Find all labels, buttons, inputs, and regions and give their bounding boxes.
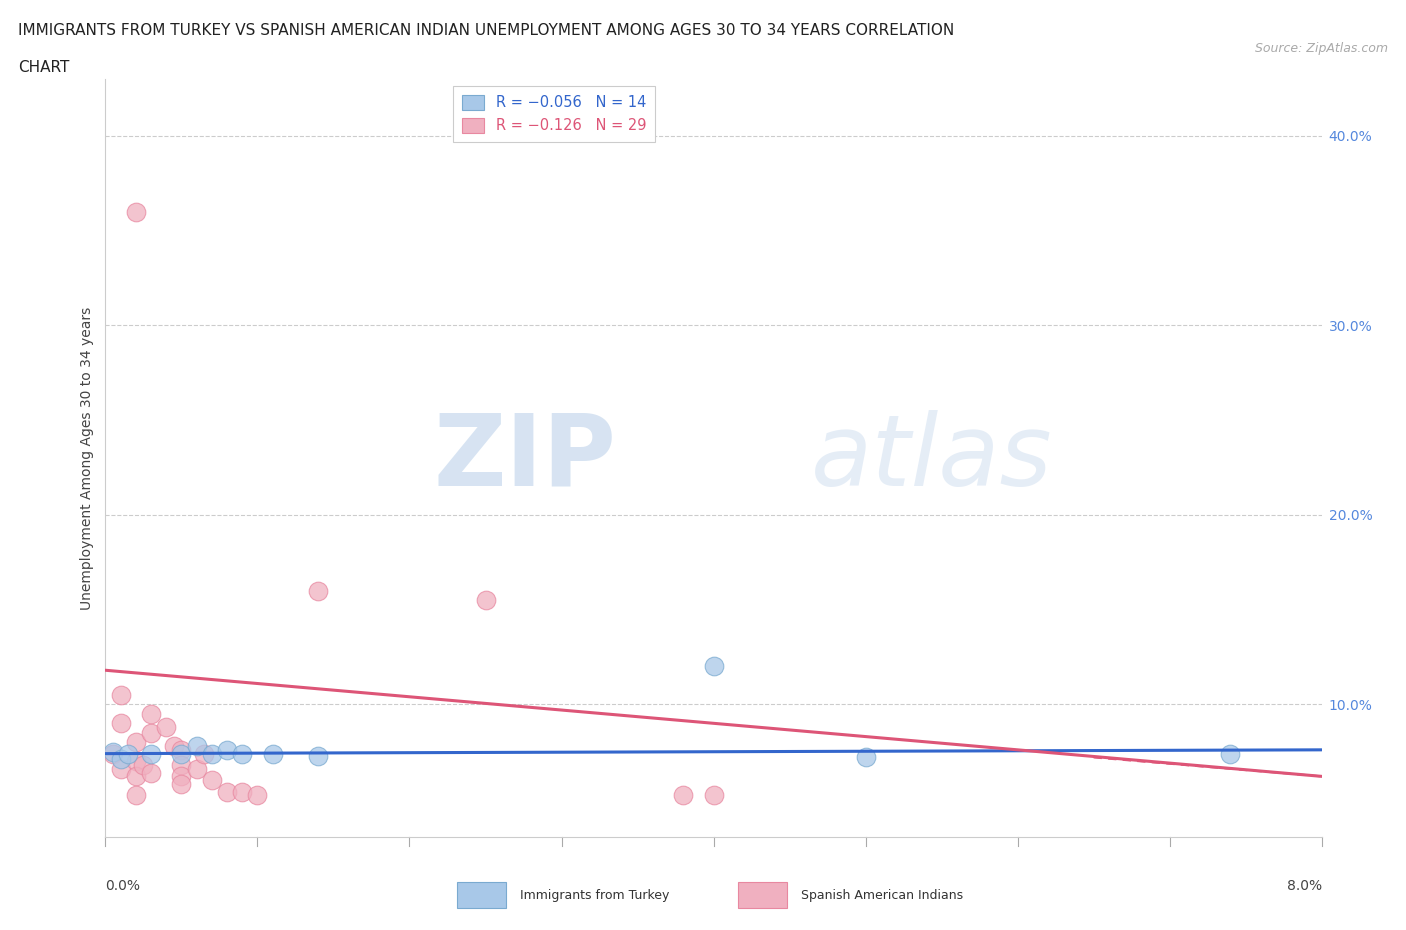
Point bbox=[125, 769, 148, 784]
Point bbox=[307, 583, 329, 598]
Point bbox=[170, 769, 193, 784]
Text: Immigrants from Turkey: Immigrants from Turkey bbox=[520, 889, 669, 901]
Point bbox=[139, 746, 162, 761]
FancyBboxPatch shape bbox=[738, 883, 787, 908]
Point bbox=[201, 773, 224, 788]
Y-axis label: Unemployment Among Ages 30 to 34 years: Unemployment Among Ages 30 to 34 years bbox=[80, 306, 94, 610]
Point bbox=[1219, 746, 1241, 761]
Text: ZIP: ZIP bbox=[433, 409, 616, 507]
Point bbox=[186, 738, 208, 753]
Point bbox=[193, 746, 215, 761]
Point bbox=[110, 716, 132, 731]
Point bbox=[474, 592, 496, 607]
Text: Source: ZipAtlas.com: Source: ZipAtlas.com bbox=[1254, 42, 1388, 55]
Point bbox=[110, 751, 132, 766]
Point bbox=[170, 758, 193, 773]
Text: 8.0%: 8.0% bbox=[1286, 879, 1322, 893]
Point bbox=[163, 738, 186, 753]
Text: 0.0%: 0.0% bbox=[105, 879, 141, 893]
Point bbox=[201, 746, 224, 761]
Point bbox=[672, 788, 695, 803]
Point bbox=[217, 742, 239, 757]
Point bbox=[702, 659, 725, 674]
Point bbox=[155, 720, 177, 735]
Point bbox=[246, 788, 269, 803]
Point bbox=[307, 748, 329, 763]
Point bbox=[217, 784, 239, 799]
Point bbox=[132, 758, 155, 773]
Point bbox=[262, 746, 284, 761]
Point bbox=[110, 687, 132, 702]
Text: Spanish American Indians: Spanish American Indians bbox=[801, 889, 963, 901]
Point bbox=[186, 762, 208, 777]
Text: atlas: atlas bbox=[811, 409, 1053, 507]
Point bbox=[125, 205, 148, 219]
Point bbox=[170, 746, 193, 761]
Point bbox=[231, 784, 253, 799]
FancyBboxPatch shape bbox=[457, 883, 506, 908]
Point bbox=[170, 777, 193, 791]
Point bbox=[231, 746, 253, 761]
Point bbox=[125, 735, 148, 750]
Point bbox=[139, 707, 162, 722]
Point bbox=[139, 765, 162, 780]
Point bbox=[117, 746, 139, 761]
Point bbox=[101, 744, 124, 759]
Legend: R = −0.056   N = 14, R = −0.126   N = 29: R = −0.056 N = 14, R = −0.126 N = 29 bbox=[453, 86, 655, 142]
Point bbox=[125, 788, 148, 803]
Text: IMMIGRANTS FROM TURKEY VS SPANISH AMERICAN INDIAN UNEMPLOYMENT AMONG AGES 30 TO : IMMIGRANTS FROM TURKEY VS SPANISH AMERIC… bbox=[18, 23, 955, 38]
Point bbox=[702, 788, 725, 803]
Point bbox=[101, 746, 124, 761]
Point bbox=[855, 750, 877, 764]
Text: CHART: CHART bbox=[18, 60, 70, 75]
Point bbox=[170, 742, 193, 757]
Point bbox=[139, 725, 162, 740]
Point bbox=[110, 762, 132, 777]
Point bbox=[125, 753, 148, 768]
